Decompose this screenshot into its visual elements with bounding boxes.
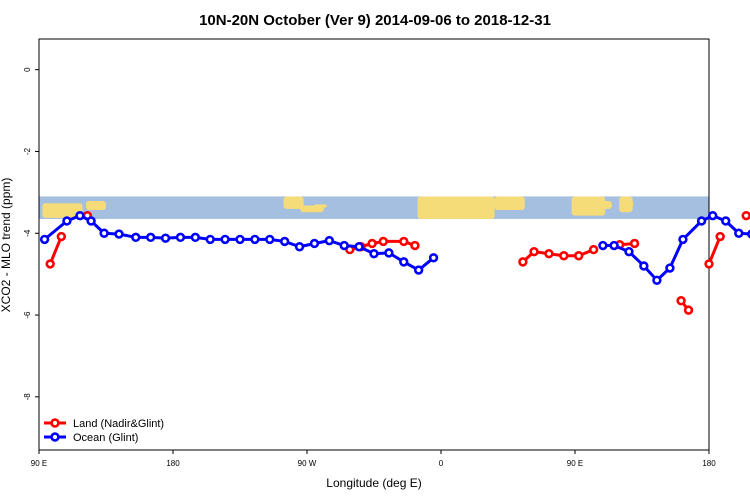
x-tick-label: 0 — [439, 459, 444, 468]
map-land-patch — [625, 200, 634, 208]
data-point — [574, 251, 584, 261]
data-point — [99, 228, 109, 238]
data-point — [529, 246, 539, 257]
data-point — [410, 240, 420, 251]
map-land-patch — [571, 196, 606, 216]
data-point — [220, 234, 230, 245]
data-point — [715, 231, 725, 242]
map-ocean — [39, 196, 709, 219]
map-land-patch — [417, 196, 495, 219]
y-tick-label: 0 — [23, 67, 32, 72]
series-layer — [39, 210, 750, 315]
x-axis: 90 E 180 90 W 0 90 E 180 — [31, 450, 716, 468]
map-land-patch — [85, 200, 106, 210]
series-line — [602, 214, 750, 282]
data-point — [696, 216, 707, 226]
data-point — [279, 236, 290, 247]
data-point — [354, 242, 364, 252]
series-line — [48, 235, 63, 265]
y-axis: 0 -2 -4 -6 -8 — [23, 67, 39, 401]
data-point — [56, 231, 67, 242]
y-tick-label: -4 — [23, 229, 32, 237]
data-point — [629, 238, 640, 249]
data-point — [339, 240, 349, 251]
map-land-patch — [42, 203, 83, 218]
data-point — [75, 210, 85, 221]
data-point — [734, 228, 744, 238]
data-point — [598, 240, 608, 251]
legend: Land (Nadir&Glint) Ocean (Glint) — [44, 418, 164, 444]
data-point — [145, 232, 156, 243]
data-point — [235, 234, 245, 245]
data-point — [721, 216, 731, 226]
data-point — [708, 210, 718, 221]
data-point — [369, 249, 379, 259]
world-map-band — [39, 196, 709, 219]
plot-frame — [38, 38, 710, 451]
data-point — [309, 238, 320, 249]
data-point — [624, 246, 634, 257]
y-tick-label: -2 — [23, 147, 32, 155]
x-tick-label: 180 — [702, 459, 716, 468]
data-point — [609, 240, 619, 251]
map-land-patch — [494, 196, 525, 210]
x-axis-label: Longitude (deg E) — [326, 476, 421, 490]
data-point — [559, 251, 569, 261]
data-point — [160, 233, 171, 243]
x-tick-label: 90 E — [567, 459, 583, 468]
legend-item-ocean: Ocean (Glint) — [44, 432, 138, 444]
legend-label-land: Land (Nadir&Glint) — [73, 418, 164, 430]
data-point — [190, 232, 201, 243]
series-line — [707, 235, 722, 265]
data-point — [384, 248, 394, 258]
y-tick-label: -8 — [23, 393, 32, 401]
data-point — [250, 234, 260, 245]
data-point — [378, 236, 389, 247]
data-point — [676, 296, 686, 306]
data-point — [428, 253, 439, 263]
data-point — [413, 265, 424, 275]
x-tick-label: 90 W — [298, 459, 317, 468]
data-point — [588, 244, 599, 255]
data-point — [399, 236, 409, 247]
data-point — [704, 259, 714, 269]
data-point — [39, 234, 50, 245]
data-point — [665, 263, 675, 273]
series-ocean — [39, 210, 750, 285]
map-land-patch — [601, 200, 612, 209]
data-point — [175, 232, 186, 243]
data-point — [678, 234, 688, 245]
y-tick-label: -6 — [23, 311, 32, 319]
data-point — [131, 232, 141, 243]
data-point — [544, 249, 554, 259]
data-point — [294, 242, 305, 252]
map-land-patch — [313, 204, 328, 208]
data-point — [205, 234, 215, 245]
map-land-patch — [283, 196, 304, 209]
data-point — [367, 238, 377, 249]
y-axis-label: XCO2 - MLO trend (ppm) — [0, 178, 13, 313]
data-point — [62, 216, 72, 226]
data-point — [741, 210, 750, 221]
data-point — [86, 216, 96, 226]
x-tick-label: 180 — [166, 459, 180, 468]
data-point — [324, 235, 335, 246]
data-point — [652, 275, 662, 285]
data-point — [518, 257, 528, 267]
chart-title: 10N-20N October (Ver 9) 2014-09-06 to 20… — [199, 12, 551, 29]
data-point — [683, 305, 694, 315]
data-point — [265, 234, 275, 245]
legend-label-ocean: Ocean (Glint) — [73, 432, 138, 444]
data-point — [639, 261, 649, 271]
data-point — [399, 257, 409, 267]
data-point — [45, 259, 55, 269]
legend-item-land: Land (Nadir&Glint) — [44, 418, 164, 430]
x-tick-label: 90 E — [31, 459, 47, 468]
data-point — [114, 229, 124, 239]
